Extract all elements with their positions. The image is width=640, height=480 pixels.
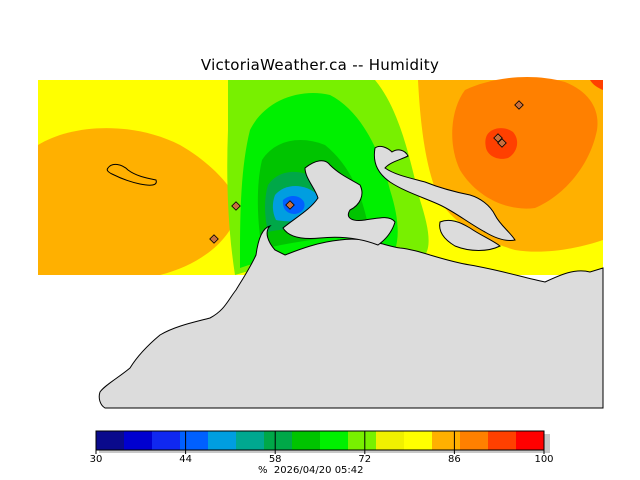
legend-swatch bbox=[208, 431, 237, 450]
station-marker bbox=[209, 234, 219, 244]
station-markers bbox=[209, 100, 524, 244]
legend-swatch bbox=[292, 431, 321, 450]
legend-unit: % bbox=[258, 465, 268, 476]
island-east bbox=[373, 145, 516, 241]
station-marker bbox=[514, 100, 524, 110]
legend-tick-label: 100 bbox=[534, 454, 554, 465]
legend-tick-label: 44 bbox=[179, 454, 192, 465]
legend-swatch bbox=[96, 431, 125, 450]
legend-swatch bbox=[320, 431, 349, 450]
legend-swatch bbox=[460, 431, 489, 450]
legend-swatch bbox=[376, 431, 405, 450]
station-marker bbox=[231, 201, 241, 211]
landmass bbox=[98, 145, 604, 409]
legend-swatch bbox=[264, 431, 293, 450]
legend-swatch bbox=[516, 431, 545, 450]
station-marker bbox=[497, 138, 507, 148]
legend-tick-label: 72 bbox=[358, 454, 372, 465]
island-southeast bbox=[439, 219, 501, 251]
contour-east-darkorange bbox=[452, 76, 598, 209]
map-title: VictoriaWeather.ca -- Humidity bbox=[200, 56, 440, 74]
lake-outline-west bbox=[106, 163, 157, 186]
legend-swatch bbox=[348, 431, 377, 450]
legend-timestamp: 2026/04/20 05:42 bbox=[273, 465, 364, 476]
peninsula-east bbox=[282, 160, 396, 246]
legend-tick-label: 30 bbox=[89, 454, 103, 465]
legend-colorbar bbox=[95, 430, 550, 454]
legend-swatch bbox=[488, 431, 517, 450]
legend-swatch bbox=[236, 431, 265, 450]
legend-swatch bbox=[180, 431, 209, 450]
mainland-south bbox=[98, 225, 604, 409]
contour-west-orange bbox=[38, 128, 239, 275]
legend-swatch bbox=[152, 431, 181, 450]
legend-swatch bbox=[404, 431, 433, 450]
contour-east-red-corner bbox=[590, 80, 603, 90]
legend-tick-label: 58 bbox=[268, 454, 282, 465]
legend-tick-label: 86 bbox=[448, 454, 461, 465]
legend-swatch bbox=[124, 431, 153, 450]
station-marker bbox=[285, 200, 295, 210]
legend-swatch bbox=[432, 431, 461, 450]
legend-caption: % 2026/04/20 05:42 bbox=[258, 465, 364, 476]
